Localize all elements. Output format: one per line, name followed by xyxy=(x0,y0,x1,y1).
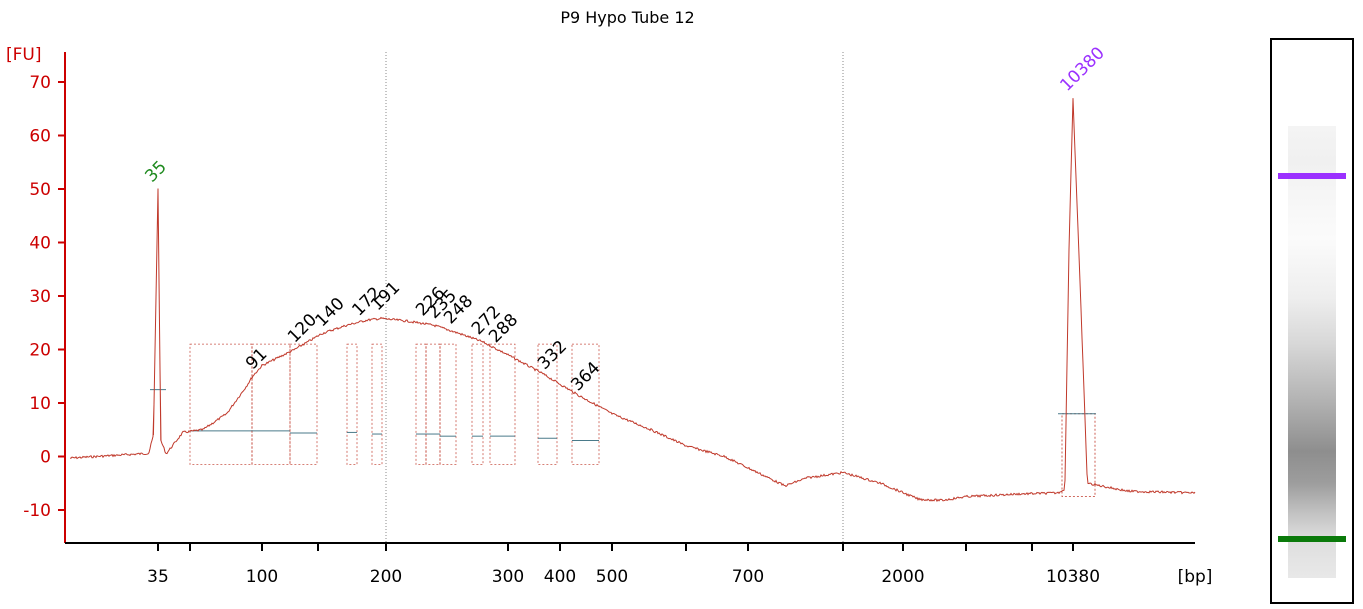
peak-integration-box xyxy=(425,343,441,465)
electropherogram-chart: [FU] -10 0 10 20 30 40 50 60 70 35 100 200 300 400 500 7… xyxy=(6,43,1213,587)
gel-lane xyxy=(1270,38,1354,604)
upper-marker-label: 10380 xyxy=(1056,43,1108,95)
gel-upper-marker-band xyxy=(1278,173,1346,179)
y-tick-label: 0 xyxy=(40,448,51,468)
x-tick-label: 100 xyxy=(246,567,278,587)
peak-label: 332 xyxy=(534,337,571,374)
y-tick-label: 30 xyxy=(29,287,51,307)
y-tick-label: 10 xyxy=(29,394,51,414)
y-tick-label: -10 xyxy=(23,501,51,521)
y-tick-label: 70 xyxy=(29,73,51,93)
x-tick-label: 2000 xyxy=(881,567,924,587)
x-unit-label: [bp] xyxy=(1178,567,1213,587)
x-tick-label: 700 xyxy=(732,567,764,587)
peak-integration-box xyxy=(189,343,253,465)
x-tick-label: 300 xyxy=(492,567,524,587)
x-tick-label: 10380 xyxy=(1046,567,1100,587)
peak-integration-box xyxy=(571,343,600,465)
peak-integration-box xyxy=(489,343,516,465)
gel-smear xyxy=(1288,126,1336,578)
lower-marker-label: 35 xyxy=(141,157,170,186)
peak-integration-box xyxy=(471,343,484,465)
upper-marker-box xyxy=(1061,413,1096,498)
electropherogram-trace xyxy=(69,98,1196,503)
x-tick-label: 500 xyxy=(596,567,628,587)
peak-integration-box xyxy=(415,343,427,465)
peak-label: 91 xyxy=(242,344,271,373)
y-tick-label: 60 xyxy=(29,127,51,147)
gel-lower-marker-band xyxy=(1278,536,1346,542)
chart-title: P9 Hypo Tube 12 xyxy=(560,8,695,27)
peak-integration-box xyxy=(346,343,358,465)
y-tick-label: 50 xyxy=(29,180,51,200)
peak-integration-box xyxy=(251,343,291,465)
x-tick-label: 200 xyxy=(370,567,402,587)
peak-integration-box xyxy=(439,343,457,465)
y-tick-label: 20 xyxy=(29,341,51,361)
x-tick-label: 35 xyxy=(147,567,169,587)
x-tick-label: 400 xyxy=(544,567,576,587)
peak-integration-box xyxy=(371,343,383,465)
peak-integration-box xyxy=(537,343,558,465)
y-tick-label: 40 xyxy=(29,234,51,254)
y-unit-label: [FU] xyxy=(6,45,42,65)
peak-integration-box xyxy=(289,343,318,465)
